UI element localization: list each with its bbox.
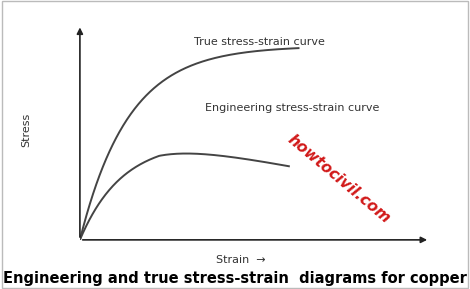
Text: howtocivil.com: howtocivil.com xyxy=(284,132,392,226)
Text: Engineering stress-strain curve: Engineering stress-strain curve xyxy=(205,103,379,113)
Text: True stress-strain curve: True stress-strain curve xyxy=(194,37,325,47)
Text: Engineering and true stress-strain  diagrams for copper: Engineering and true stress-strain diagr… xyxy=(3,271,467,286)
Text: Stress: Stress xyxy=(21,113,31,147)
Text: Strain  →: Strain → xyxy=(216,255,266,265)
